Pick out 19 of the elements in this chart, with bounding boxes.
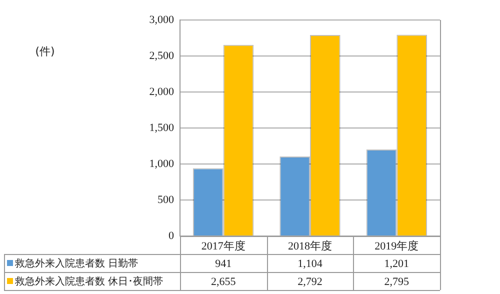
y-tick-label: 1,000 bbox=[149, 158, 174, 170]
data-label: 2,655 bbox=[210, 276, 236, 288]
y-tick-label: 2,500 bbox=[149, 50, 174, 62]
data-label: 941 bbox=[215, 258, 232, 270]
legend-label: 救急外来入院患者数 休日･夜間帯 bbox=[14, 276, 164, 288]
x-tick-label: 2017年度 bbox=[201, 239, 246, 252]
x-tick-label: 2019年度 bbox=[374, 239, 419, 252]
data-label: 1,104 bbox=[298, 258, 323, 270]
text: (件) bbox=[35, 44, 55, 58]
data-label: 2,795 bbox=[384, 276, 410, 288]
legend-label: 救急外来入院患者数 日勤帯 bbox=[14, 258, 138, 270]
data-label: 1,201 bbox=[384, 258, 410, 270]
y-tick-label: 3,000 bbox=[149, 14, 174, 26]
data-label: 2,792 bbox=[298, 276, 322, 288]
y-tick-label: 2,000 bbox=[149, 86, 174, 98]
y-tick-label: 0 bbox=[168, 230, 174, 242]
y-tick-label: 500 bbox=[158, 194, 174, 206]
x-tick-label: 2018年度 bbox=[288, 239, 332, 252]
y-tick-label: 1,500 bbox=[149, 122, 174, 134]
